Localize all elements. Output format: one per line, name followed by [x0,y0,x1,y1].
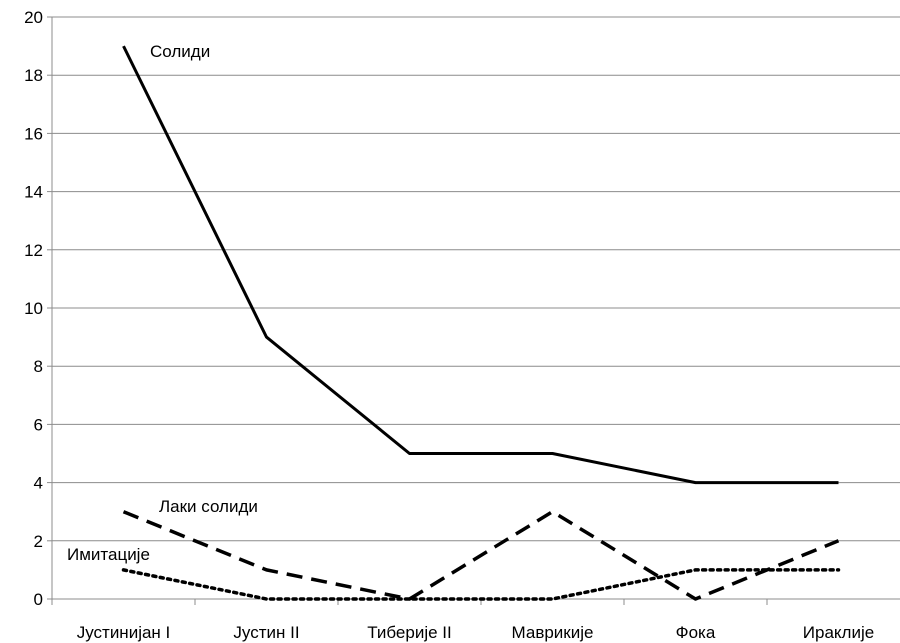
y-tick-label: 12 [24,241,43,260]
y-tick-label: 6 [34,415,43,434]
series-label-solidi: Солиди [150,42,210,61]
y-tick-label: 8 [34,357,43,376]
series-label-laki-solidi: Лаки солиди [159,497,258,516]
x-tick-label: Фока [676,623,716,642]
series-layer [121,45,841,601]
x-tick-label: Јустинијан I [77,623,171,642]
y-tick-label: 0 [34,590,43,609]
series-line-laki-solidi [122,509,840,601]
series-line-imitacije [121,568,841,601]
y-tick-label: 2 [34,532,43,551]
series-line-solidi [122,45,839,485]
y-tick-label: 18 [24,66,43,85]
grid-layer [52,16,900,542]
axes-layer [47,16,900,605]
x-tick-label: Тиберије II [367,623,452,642]
y-tick-label: 16 [24,124,43,143]
y-tick-label: 10 [24,299,43,318]
y-tick-label: 14 [24,183,43,202]
x-tick-label: Јустин II [233,623,299,642]
y-tick-label: 4 [34,474,43,493]
series-label-imitacije: Имитације [67,545,150,564]
y-tick-label: 20 [24,8,43,27]
x-tick-label: Маврикије [512,623,594,642]
x-tick-label: Ираклије [803,623,874,642]
labels-layer: 0 2 4 6 8 10 12 14 16 18 20 Јустинијан I Јустин II Ти… [24,8,874,642]
